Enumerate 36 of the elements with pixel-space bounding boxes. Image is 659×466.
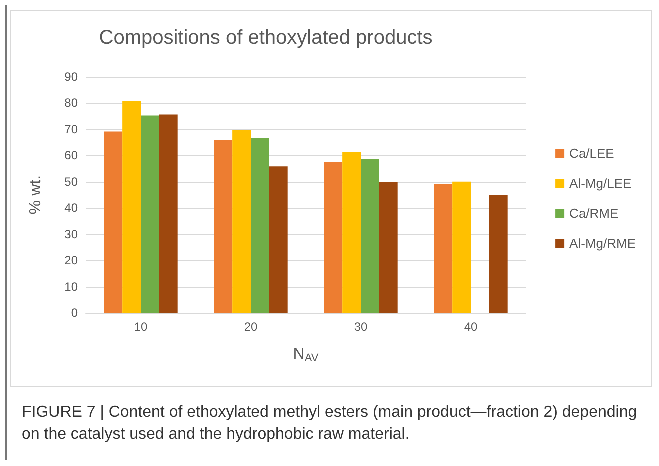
bar bbox=[159, 114, 178, 313]
y-tick-label: 20 bbox=[64, 254, 78, 268]
x-tick-label: 20 bbox=[244, 320, 258, 334]
caption: FIGURE 7 | Content of ethoxylated methyl esters (main product—fraction 2) depending on the catalyst used and the hydrophobic raw material. bbox=[22, 403, 638, 445]
bar bbox=[342, 152, 361, 313]
y-tick-label: 10 bbox=[64, 280, 78, 294]
legend-label: Al-Mg/LEE bbox=[570, 176, 632, 191]
y-tick-label: 50 bbox=[64, 174, 78, 189]
bar bbox=[251, 138, 270, 313]
y-tick-label: 30 bbox=[64, 227, 78, 242]
bar bbox=[324, 162, 343, 313]
x-tick-label: 40 bbox=[464, 320, 478, 334]
bar bbox=[214, 140, 233, 313]
y-tick-label: 40 bbox=[64, 201, 78, 216]
y-tick-label: 60 bbox=[64, 148, 78, 163]
legend-label: Ca/LEE bbox=[570, 146, 615, 161]
legend-label: Ca/RME bbox=[570, 206, 619, 221]
legend-label: Al-Mg/RME bbox=[570, 236, 636, 251]
y-tick-label: 70 bbox=[64, 122, 78, 136]
bar bbox=[452, 182, 471, 313]
y-axis-title: % wt. bbox=[28, 175, 44, 215]
bar bbox=[379, 182, 398, 313]
bar bbox=[489, 196, 508, 313]
bar bbox=[104, 132, 123, 313]
y-tick-label: 80 bbox=[64, 96, 78, 110]
y-tick-label: 0 bbox=[71, 306, 78, 320]
x-tick-label: 30 bbox=[354, 320, 368, 334]
bar bbox=[269, 166, 288, 313]
bar bbox=[141, 116, 160, 313]
bar bbox=[361, 159, 380, 313]
y-tick-label: 90 bbox=[64, 70, 78, 84]
chart-title: Compositions of ethoxylated products bbox=[99, 27, 433, 49]
bar bbox=[232, 130, 251, 313]
bar bbox=[122, 101, 141, 313]
x-tick-label: 10 bbox=[134, 320, 148, 334]
bar bbox=[434, 184, 453, 313]
